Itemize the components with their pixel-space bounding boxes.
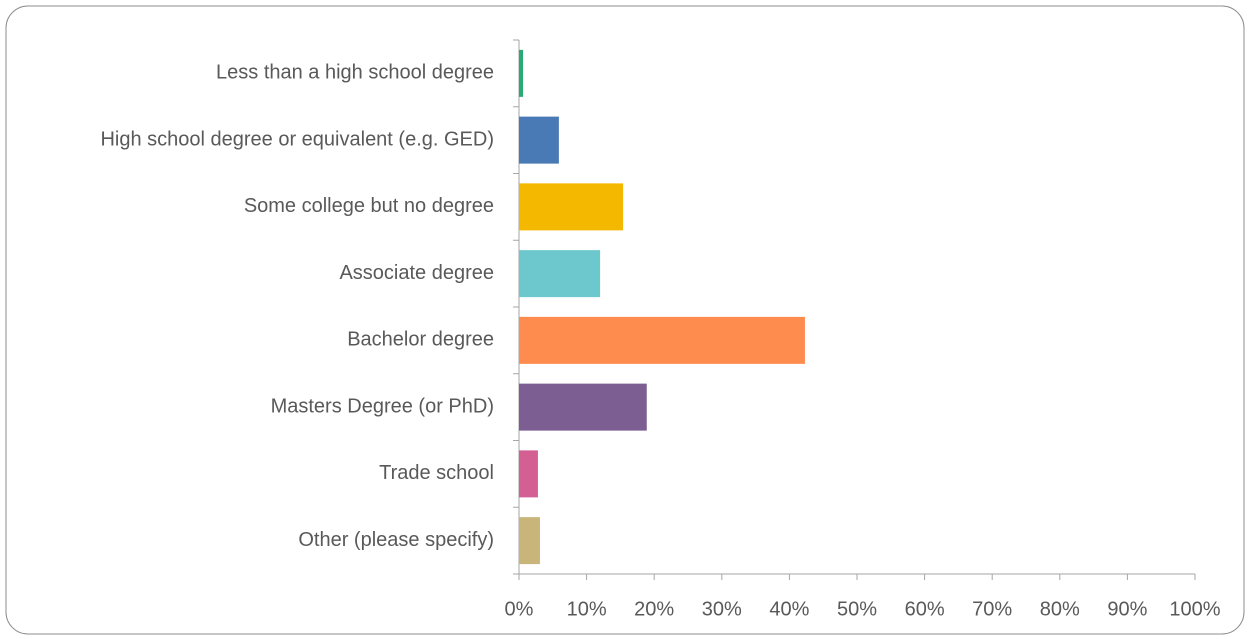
- x-tick-label: 0%: [505, 598, 534, 620]
- y-tick-label: Less than a high school degree: [216, 62, 494, 84]
- y-tick-label: Other (please specify): [298, 529, 494, 551]
- bar: [519, 49, 524, 97]
- bar: [519, 316, 805, 364]
- y-tick-label: Masters Degree (or PhD): [271, 395, 494, 417]
- x-tick-label: 90%: [1107, 598, 1147, 620]
- bar: [519, 183, 624, 231]
- y-tick-label: Associate degree: [339, 262, 494, 284]
- x-tick-label: 70%: [972, 598, 1012, 620]
- bar: [519, 517, 540, 565]
- x-tick-label: 60%: [905, 598, 945, 620]
- bar: [519, 450, 538, 498]
- x-tick-label: 50%: [837, 598, 877, 620]
- bar: [519, 250, 601, 298]
- x-tick-label: 100%: [1169, 598, 1220, 620]
- x-tick-label: 20%: [634, 598, 674, 620]
- bar: [519, 383, 647, 431]
- y-tick-label: Some college but no degree: [244, 195, 494, 217]
- y-tick-label: Trade school: [379, 462, 494, 484]
- x-tick-label: 30%: [702, 598, 742, 620]
- y-tick-label: Bachelor degree: [347, 329, 494, 351]
- x-tick-label: 10%: [567, 598, 607, 620]
- y-tick-label: High school degree or equivalent (e.g. G…: [100, 128, 494, 150]
- bar: [519, 116, 559, 164]
- x-tick-label: 80%: [1040, 598, 1080, 620]
- x-tick-label: 40%: [769, 598, 809, 620]
